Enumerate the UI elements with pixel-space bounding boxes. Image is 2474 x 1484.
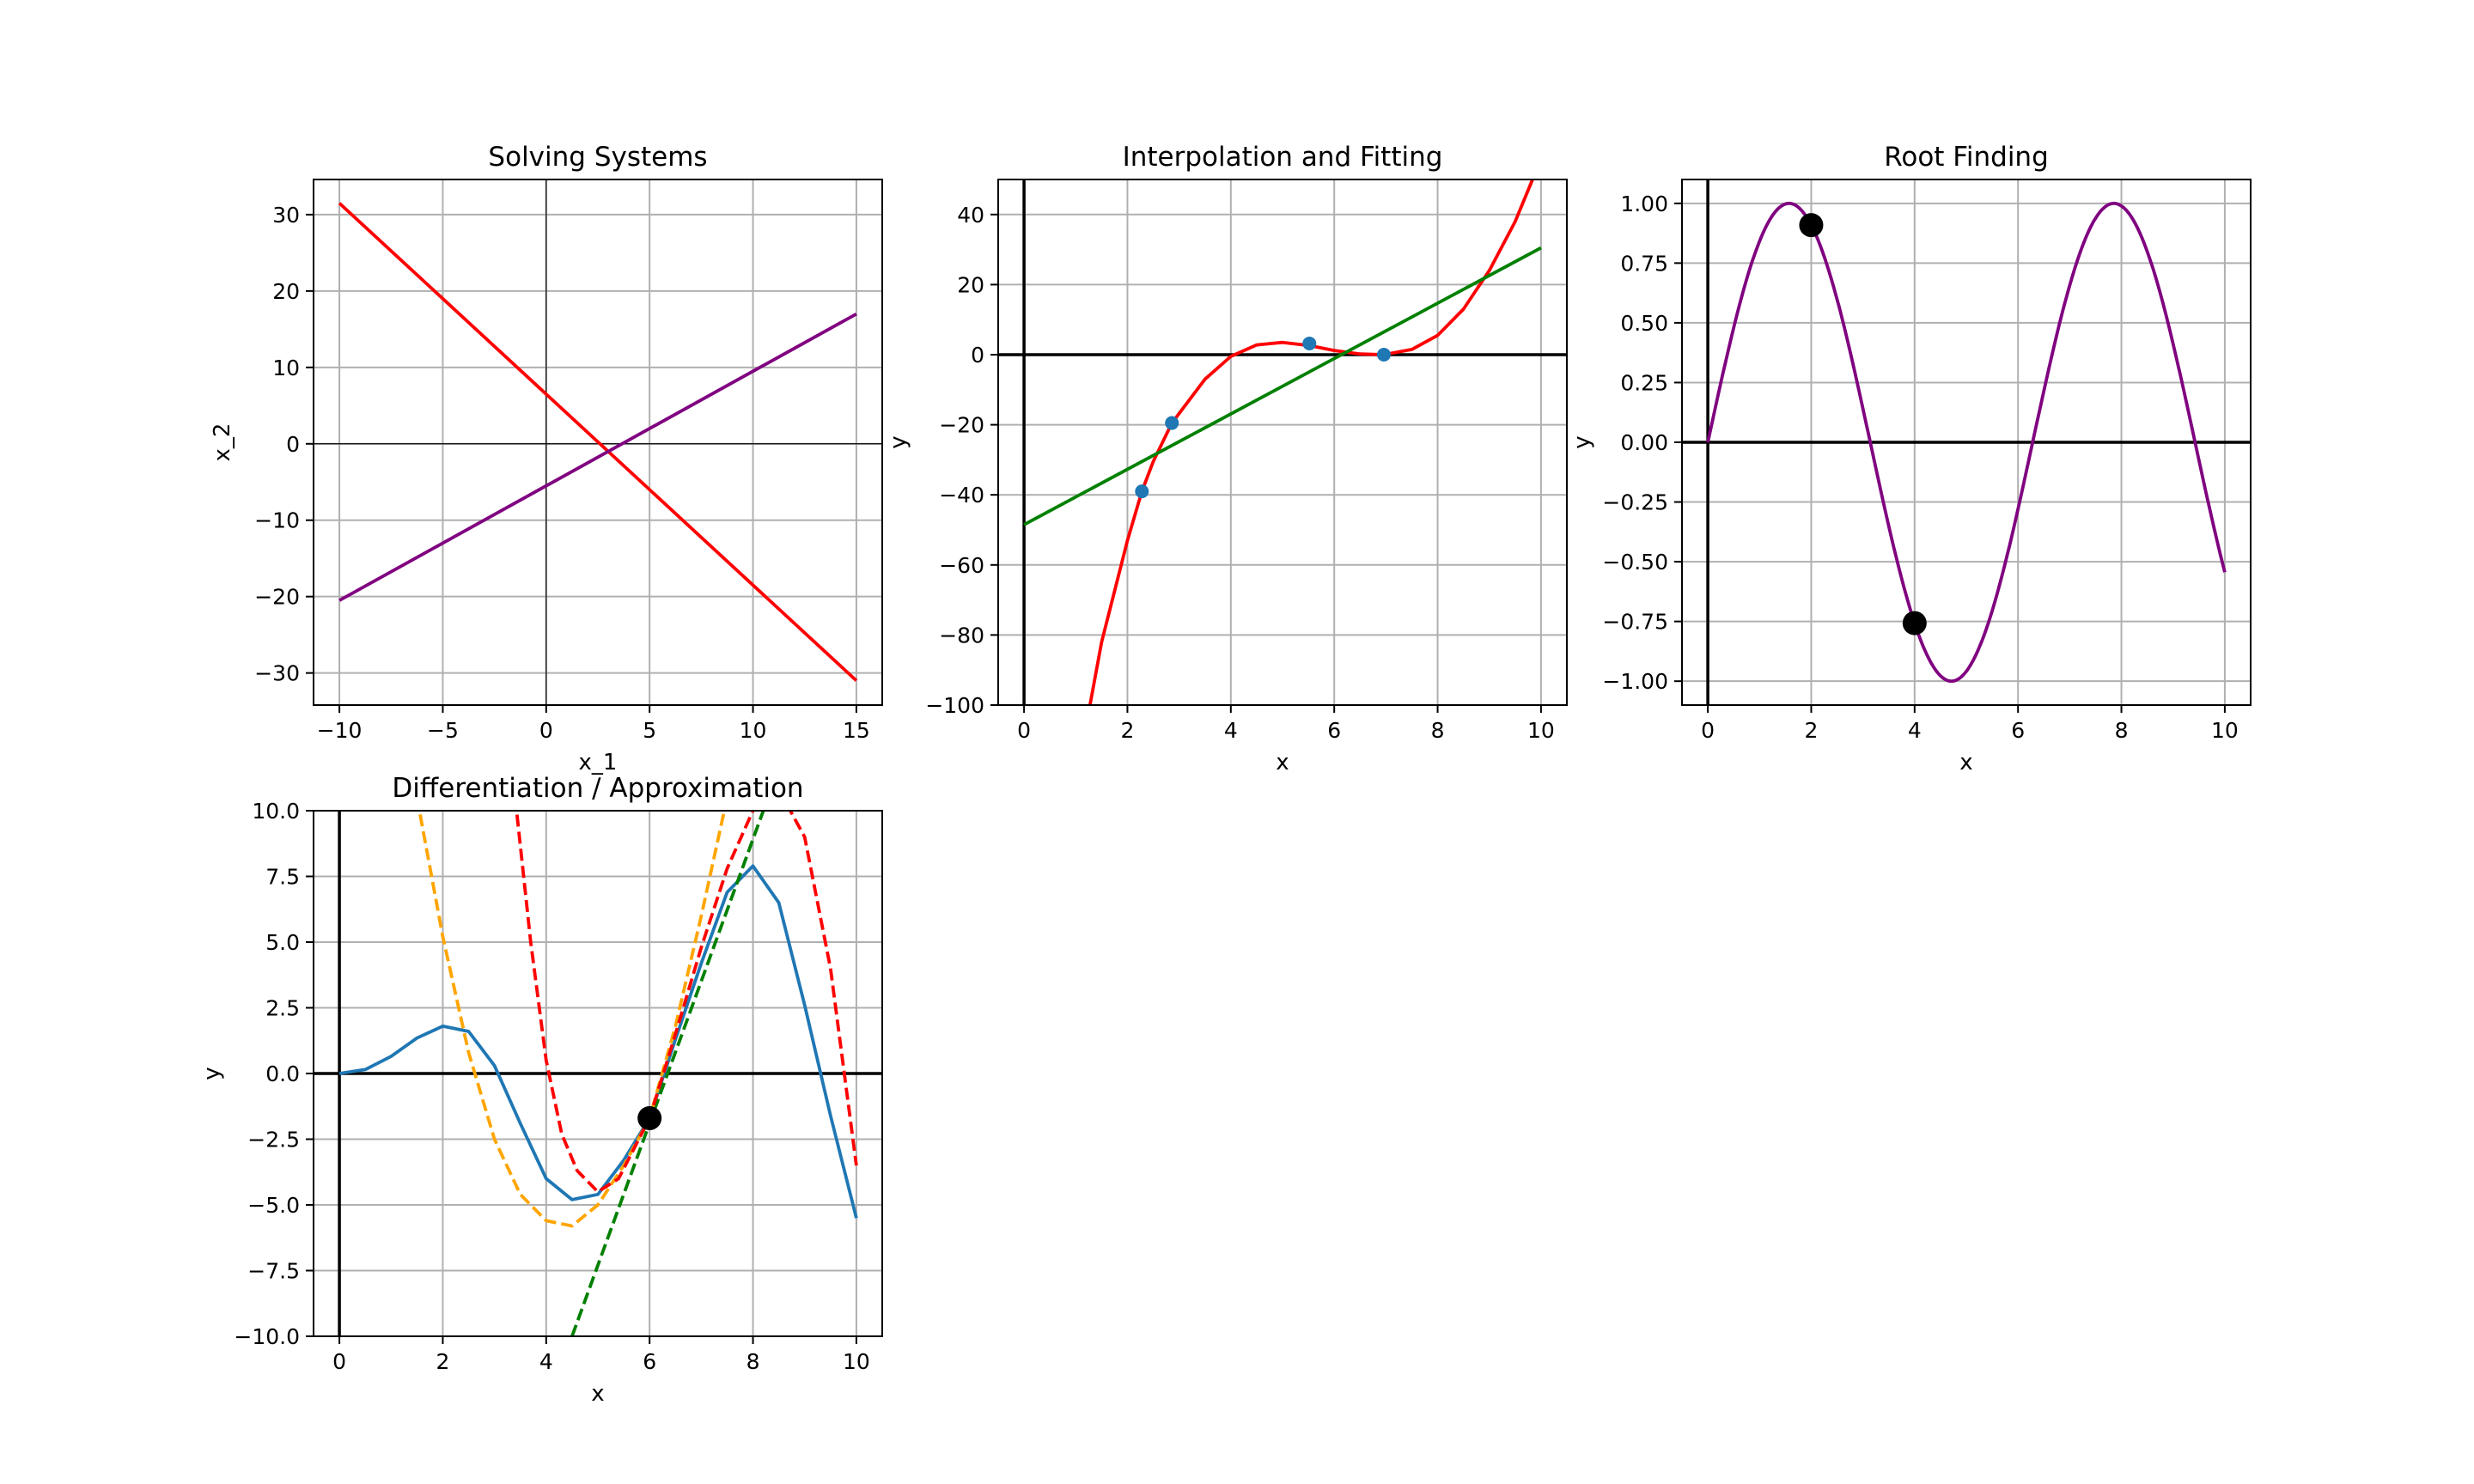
- data-point: [1799, 213, 1824, 238]
- y-axis-label: y: [1569, 435, 1595, 448]
- data-point: [1902, 611, 1927, 636]
- axes-frame: [313, 179, 883, 706]
- chart-title: Root Finding: [1884, 142, 2049, 173]
- panel-1: −10 −5 0 5 10 15 −30 −20 −10 0 10 20 30 Solving Syste…: [210, 142, 883, 775]
- x-tick-label: 10: [740, 718, 767, 743]
- x-axis-label: x: [1959, 750, 1972, 775]
- x-tick-label: 6: [643, 1349, 656, 1374]
- series-line-2: [570, 811, 765, 1336]
- y-tick-label: −0.75: [1602, 610, 1668, 635]
- y-tick-label: 0.00: [1620, 430, 1668, 455]
- x-tick-label: 4: [539, 1349, 553, 1374]
- x-tick-label: 8: [1431, 718, 1445, 743]
- panel-3: 0 2 4 6 8 10 −1.00 −0.75 −0.50 −0.25 0.00 0.25 0.50 0…: [1569, 142, 2252, 775]
- series-line-3: [417, 811, 727, 1228]
- y-tick-label: 0.75: [1620, 251, 1668, 276]
- series-line-2: [338, 312, 857, 602]
- y-axis-label: x_2: [210, 423, 235, 462]
- y-tick-label: −0.25: [1602, 490, 1668, 515]
- x-tick-label: 8: [746, 1349, 760, 1374]
- x-tick-label: 0: [332, 1349, 346, 1374]
- x-tick-label: 2: [436, 1349, 450, 1374]
- y-tick-label: −20: [254, 585, 300, 610]
- series-line-1: [338, 864, 858, 1219]
- x-tick-label: 6: [2011, 718, 2025, 743]
- data-point: [1135, 484, 1149, 499]
- y-axis-label: y: [199, 1067, 225, 1080]
- panel-2: 0 2 4 6 8 10 −100 −80 −60 −40 −20 0 20 40 Interpolatio…: [886, 142, 1568, 775]
- y-tick-label: −2.5: [247, 1128, 300, 1153]
- y-tick-label: −30: [254, 661, 300, 686]
- data-point: [1376, 348, 1391, 362]
- y-tick-label: −20: [939, 413, 984, 438]
- y-tick-label: 0.50: [1620, 311, 1668, 336]
- y-tick-label: 10: [272, 356, 300, 380]
- y-tick-label: 20: [957, 272, 984, 297]
- y-tick-label: −7.5: [247, 1259, 300, 1284]
- x-tick-label: 10: [1527, 718, 1555, 743]
- y-tick-label: 0: [286, 432, 300, 457]
- y-tick-label: 2.5: [265, 996, 300, 1021]
- x-tick-label: 4: [1224, 718, 1238, 743]
- y-tick-label: 20: [272, 279, 300, 304]
- x-tick-label: −10: [317, 718, 363, 743]
- y-tick-label: −100: [925, 693, 984, 718]
- y-tick-label: 0: [971, 343, 984, 368]
- axes-frame: [997, 179, 1568, 706]
- x-axis-label: x: [591, 1381, 604, 1407]
- x-tick-label: −5: [427, 718, 459, 743]
- data-point: [1165, 416, 1179, 430]
- y-tick-label: −80: [939, 623, 984, 648]
- y-axis-label: y: [886, 435, 911, 448]
- x-tick-label: 0: [1017, 718, 1031, 743]
- y-tick-label: −40: [939, 483, 984, 508]
- panel-4: 0 2 4 6 8 10 −10.0 −7.5 −5.0 −2.5 0.0 2.5 5.0 7.5 10.0…: [199, 773, 883, 1407]
- y-tick-label: 0.25: [1620, 370, 1668, 395]
- x-tick-label: 8: [2115, 718, 2129, 743]
- x-axis-label: x_1: [579, 750, 618, 775]
- chart-title: Differentiation / Approximation: [392, 773, 803, 804]
- y-tick-label: 1.00: [1620, 192, 1668, 216]
- series-line-2: [1023, 246, 1542, 526]
- x-tick-label: 4: [1908, 718, 1922, 743]
- x-tick-label: 2: [1805, 718, 1819, 743]
- y-tick-label: 30: [272, 203, 300, 228]
- y-tick-label: −5.0: [247, 1193, 300, 1218]
- y-tick-label: 10.0: [252, 799, 300, 824]
- chart-title: Solving Systems: [488, 142, 707, 173]
- x-tick-label: 15: [843, 718, 870, 743]
- y-tick-label: 0.0: [265, 1061, 300, 1086]
- x-tick-label: 10: [843, 1349, 870, 1374]
- series-line-1: [1088, 179, 1535, 705]
- y-tick-label: 5.0: [265, 930, 300, 955]
- x-tick-label: 10: [2211, 718, 2239, 743]
- y-tick-label: 40: [957, 203, 984, 228]
- y-tick-label: −10.0: [234, 1324, 300, 1349]
- chart-title: Interpolation and Fitting: [1123, 142, 1443, 173]
- data-point: [637, 1106, 662, 1131]
- series-line-1: [338, 202, 858, 682]
- x-tick-label: 6: [1327, 718, 1341, 743]
- y-tick-label: −0.50: [1602, 550, 1668, 575]
- y-tick-label: −10: [254, 508, 300, 533]
- y-tick-label: 7.5: [265, 865, 300, 890]
- series-line-1: [1706, 201, 2227, 684]
- x-tick-label: 0: [1701, 718, 1715, 743]
- x-tick-label: 5: [643, 718, 656, 743]
- series-line-4: [515, 811, 858, 1194]
- y-tick-label: −1.00: [1602, 669, 1668, 694]
- x-tick-label: 0: [539, 718, 553, 743]
- x-axis-label: x: [1276, 750, 1289, 775]
- y-tick-label: −60: [939, 553, 984, 578]
- x-tick-label: 2: [1121, 718, 1135, 743]
- data-point: [1302, 336, 1317, 350]
